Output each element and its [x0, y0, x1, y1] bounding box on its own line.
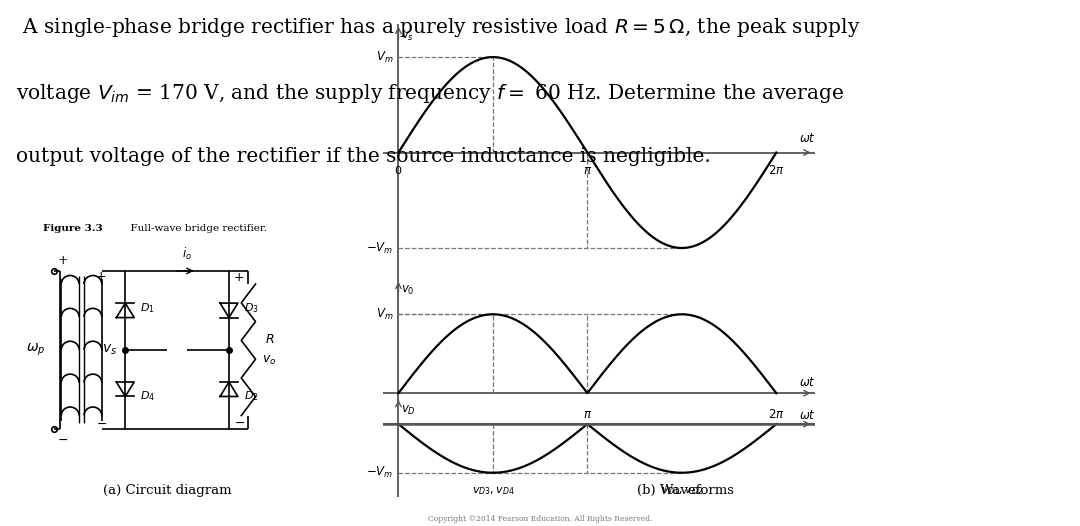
Text: +: + — [57, 254, 68, 267]
Text: Copyright ©2014 Pearson Education. All Rights Reserved.: Copyright ©2014 Pearson Education. All R… — [428, 515, 652, 523]
Text: $0$: $0$ — [394, 399, 403, 411]
Text: $\omega t$: $\omega t$ — [798, 409, 815, 422]
Text: $\omega t$: $\omega t$ — [798, 376, 815, 389]
Text: $2\pi$: $2\pi$ — [768, 408, 785, 421]
Text: $V_m$: $V_m$ — [376, 49, 393, 65]
Text: +: + — [96, 270, 107, 282]
Text: $i_o$: $i_o$ — [181, 246, 192, 262]
Text: $v_s$: $v_s$ — [402, 31, 415, 44]
Text: $v_{D3}, v_{D4}$: $v_{D3}, v_{D4}$ — [472, 485, 514, 497]
Text: +: + — [234, 271, 244, 284]
Text: $\omega_p$: $\omega_p$ — [27, 342, 45, 358]
Text: $-V_m$: $-V_m$ — [366, 240, 393, 256]
Text: $-$: $-$ — [96, 417, 107, 430]
Text: $D_1$: $D_1$ — [140, 301, 154, 315]
Text: $v_D$: $v_D$ — [402, 403, 417, 417]
Text: $v_{D1}, v_{D2}$: $v_{D1}, v_{D2}$ — [661, 485, 703, 497]
Text: $-$: $-$ — [234, 416, 245, 429]
Text: $v_s$: $v_s$ — [102, 342, 117, 357]
Text: (a) Circuit diagram: (a) Circuit diagram — [103, 484, 232, 497]
Text: $D_2$: $D_2$ — [244, 389, 258, 403]
Text: $D_4$: $D_4$ — [140, 389, 154, 403]
Text: output voltage of the rectifier if the source inductance is negligible.: output voltage of the rectifier if the s… — [16, 147, 711, 166]
Text: $2\pi$: $2\pi$ — [768, 399, 785, 412]
Text: voltage $V_{im}$ = 170 V, and the supply frequency $f=$ 60 Hz. Determine the ave: voltage $V_{im}$ = 170 V, and the supply… — [16, 82, 845, 105]
Text: A single-phase bridge rectifier has a purely resistive load $R = 5\,\Omega$, the: A single-phase bridge rectifier has a pu… — [16, 16, 861, 39]
Text: Figure 3.3: Figure 3.3 — [43, 224, 103, 232]
Text: $\omega t$: $\omega t$ — [798, 132, 815, 145]
Text: $-V_m$: $-V_m$ — [366, 465, 393, 480]
Text: $-$: $-$ — [57, 432, 68, 446]
Text: $\pi$: $\pi$ — [583, 399, 592, 412]
Text: $0$: $0$ — [394, 164, 403, 176]
Text: $D_3$: $D_3$ — [244, 301, 258, 315]
Text: $V_m$: $V_m$ — [376, 307, 393, 322]
Text: $v_0$: $v_0$ — [402, 284, 415, 297]
Text: $\pi$: $\pi$ — [583, 164, 592, 177]
Text: $v_o$: $v_o$ — [262, 354, 276, 367]
Text: $2\pi$: $2\pi$ — [768, 164, 785, 177]
Text: (b) Waveforms: (b) Waveforms — [637, 484, 734, 497]
Text: $\pi$: $\pi$ — [583, 408, 592, 421]
Text: Full-wave bridge rectifier.: Full-wave bridge rectifier. — [124, 224, 267, 232]
Text: $R$: $R$ — [265, 333, 274, 346]
